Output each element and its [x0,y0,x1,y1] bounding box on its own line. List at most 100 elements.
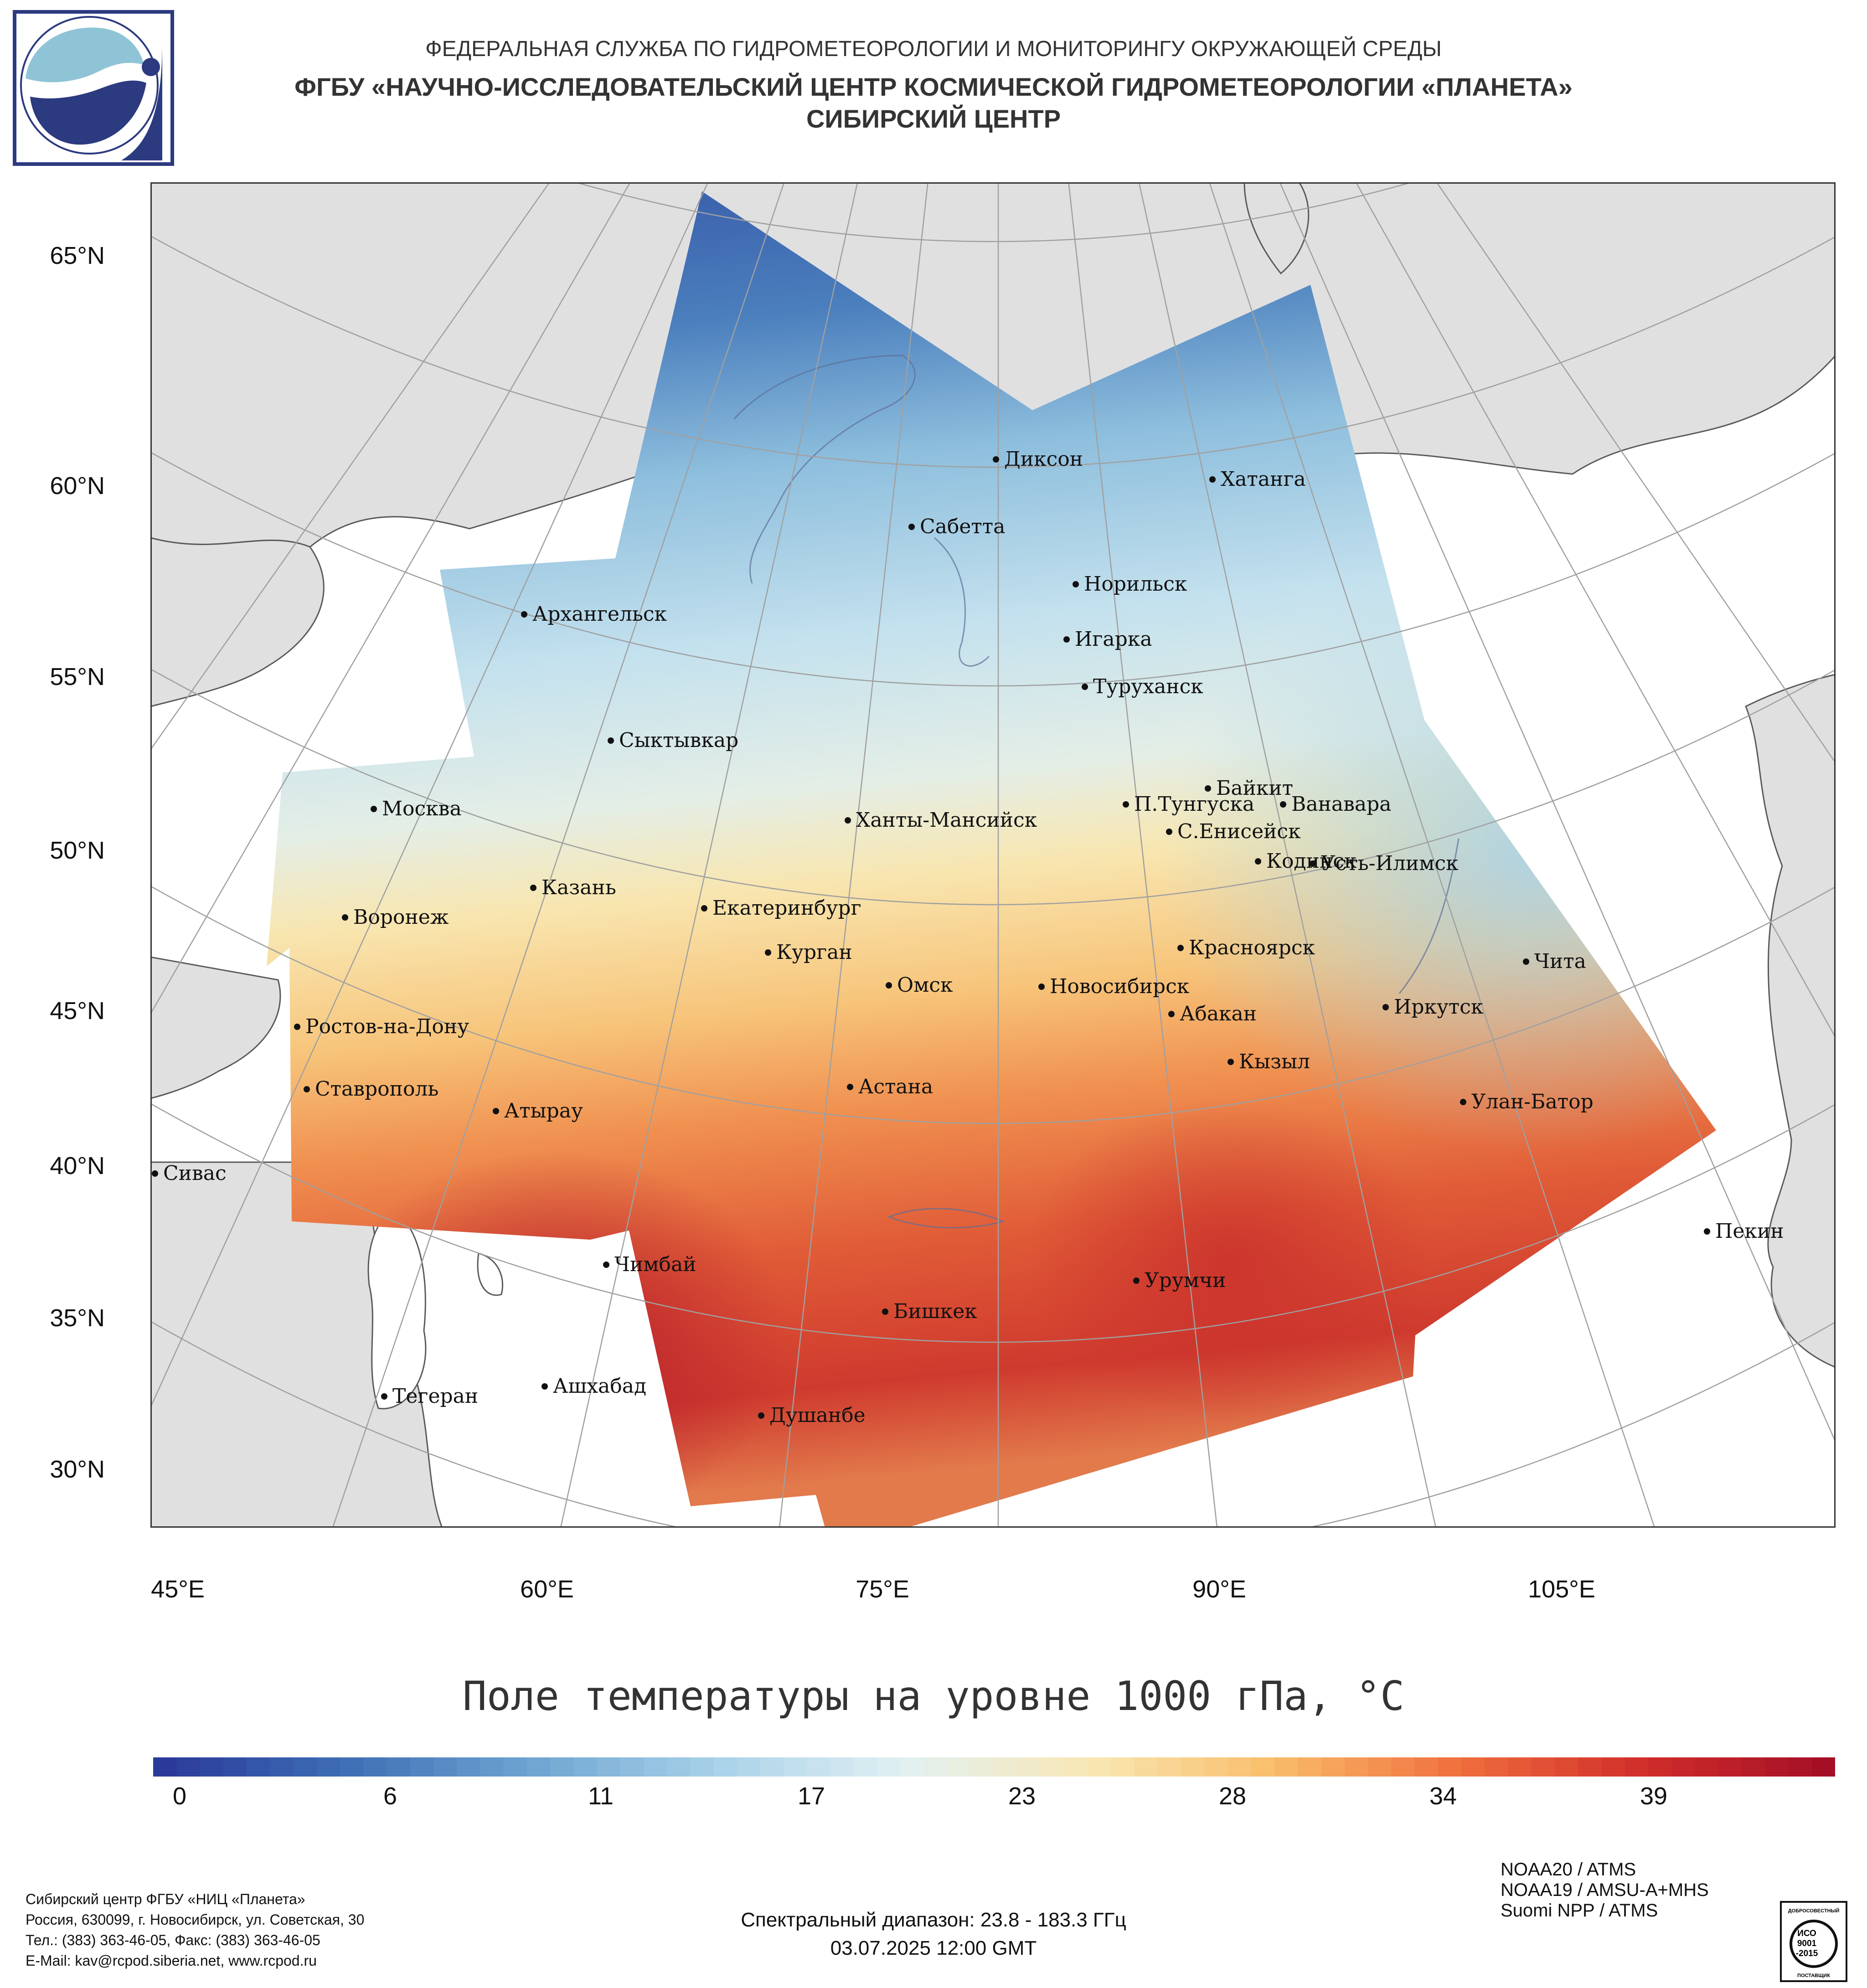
iso-mid3: -2015 [1796,1949,1818,1958]
city-dot [1382,1004,1389,1010]
city-label: Ставрополь [315,1077,438,1101]
city-marker: Усть-Илимск [1310,852,1459,875]
colorbar-segment [1064,1757,1088,1777]
colorbar-segment [503,1757,527,1777]
colorbar-segment [340,1757,364,1777]
city-label: Архангельск [532,603,667,626]
satellite-item: Suomi NPP / ATMS [1501,1900,1658,1921]
city-marker: Пекин [1704,1220,1784,1243]
city-label: Воронеж [353,906,449,929]
iso-certification-badge: ДОБРОСОВЕСТНЫЙ ИСО 9001 -2015 ПОСТАВЩИК [1780,1901,1847,1982]
temperature-map: Диксон Хатанга Сабетта Норильск Архангельск И… [150,182,1836,1528]
city-dot [845,817,851,824]
city-label: Иркутск [1394,995,1483,1019]
city-dot [1177,945,1184,951]
address-line: Тел.: (383) 363-46-05, Факс: (383) 363-4… [26,1932,320,1948]
city-dot [882,1308,888,1315]
lat-label-65: 65°N [50,242,105,269]
satellite-item: NOAA19 / AMSU-A+MHS [1501,1880,1709,1900]
city-label: Екатеринбург [712,896,861,920]
colorbar-tick: 17 [797,1782,825,1810]
city-marker: Диксон [993,448,1083,471]
lat-label-35: 35°N [50,1304,105,1332]
city-label: Чимбай [614,1253,696,1276]
city-marker: Бишкек [882,1300,977,1323]
city-marker: Новосибирск [1038,975,1189,998]
colorbar-segment [970,1757,995,1777]
colorbar-segment [1111,1757,1135,1777]
city-marker: Воронеж [342,906,449,929]
city-dot [530,885,536,891]
city-label: Чита [1534,950,1586,973]
city-dot [701,905,707,912]
city-marker: Ашхабад [542,1375,646,1398]
colorbar-segment [807,1757,831,1777]
colorbar-segment [1274,1757,1298,1777]
city-marker: Казань [530,876,616,899]
colorbar-segment [1414,1757,1439,1777]
colorbar-segment [1368,1757,1392,1777]
colorbar-segment [1765,1757,1789,1777]
city-marker: Ростов-на-Дону [294,1015,469,1038]
spectral-range: Спектральный диапазон: 23.8 - 183.3 ГГц [741,1909,1126,1931]
colorbar-segment [316,1757,340,1777]
city-marker: Астана [847,1075,933,1098]
iso-top-text: ДОБРОСОВЕСТНЫЙ [1788,1908,1840,1914]
city-marker: Чита [1523,950,1586,973]
colorbar-segment [947,1757,971,1777]
city-label: Сабетта [920,515,1005,538]
colorbar-tick: 23 [1008,1782,1036,1810]
city-dot [152,1170,158,1177]
city-label: Игарка [1075,628,1152,651]
colorbar-segment [480,1757,504,1777]
lon-label-75: 75°E [856,1576,909,1603]
city-dot [1123,801,1129,808]
colorbar-segment [1041,1757,1065,1777]
colorbar-segment [1788,1757,1812,1777]
colorbar-segment [527,1757,551,1777]
colorbar-segment [410,1757,434,1777]
header-agency: ФЕДЕРАЛЬНАЯ СЛУЖБА ПО ГИДРОМЕТЕОРОЛОГИИ … [425,37,1442,61]
city-dot [1460,1099,1466,1105]
iso-mid2: 9001 [1797,1939,1817,1948]
city-marker: Курган [765,941,852,964]
address-line: Россия, 630099, г. Новосибирск, ул. Сове… [26,1911,365,1928]
colorbar-segment [854,1757,878,1777]
colorbar-segment [877,1757,901,1777]
city-marker: Москва [371,797,462,820]
colorbar-segment [1017,1757,1042,1777]
city-label: Сивас [163,1162,227,1185]
city-marker: Туруханск [1082,675,1203,698]
city-label: Тегеран [392,1385,478,1408]
footer-satellites: NOAA20 / ATMS NOAA19 / AMSU-A+MHS Suomi … [1501,1859,1709,1921]
city-dot [1038,984,1045,990]
city-dot [1166,829,1172,835]
colorbar-segment [1134,1757,1158,1777]
colorbar-segment [644,1757,668,1777]
colorbar-tick: 11 [588,1782,614,1810]
city-label: Ашхабад [553,1375,646,1398]
colorbar-segment [1298,1757,1322,1777]
header-center: СИБИРСКИЙ ЦЕНТР [806,104,1061,133]
footer-spectral-info: Спектральный диапазон: 23.8 - 183.3 ГГц … [0,1906,1867,1962]
colorbar-segment [270,1757,294,1777]
city-dot [603,1262,609,1268]
city-label: П.Тунгуска [1134,793,1254,816]
city-label: Атырау [504,1099,583,1123]
lon-label-60: 60°E [520,1576,574,1603]
city-dot [304,1086,310,1092]
city-dot [1133,1277,1140,1284]
lon-label-45: 45°E [151,1576,205,1603]
planeta-logo [13,10,174,166]
colorbar-segment [1438,1757,1462,1777]
lat-label-60: 60°N [50,472,105,500]
colorbar-segment [620,1757,644,1777]
city-layer: Диксон Хатанга Сабетта Норильск Архангельск И… [152,448,1784,1427]
city-label: Диксон [1004,448,1083,471]
colorbar-segment [1695,1757,1719,1777]
colorbar-segment [176,1757,201,1777]
colorbar-tick: 0 [172,1782,187,1810]
city-marker: Сабетта [908,515,1005,538]
colorbar-segment [901,1757,924,1777]
colorbar-segment [573,1757,598,1777]
